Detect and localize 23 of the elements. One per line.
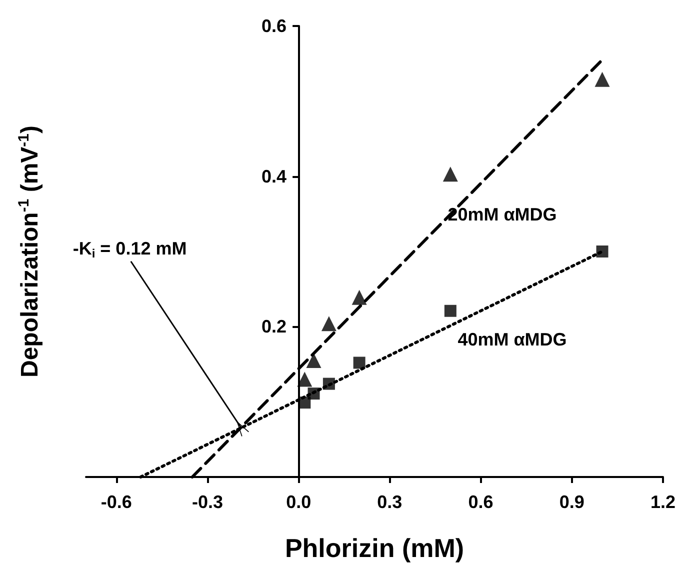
point [442,166,458,182]
point [444,304,456,317]
y-tick-label: 0.4 [262,166,287,186]
x-tick-label: -0.6 [100,492,132,512]
point [594,72,610,87]
x-tick-label: 0.9 [559,492,584,512]
x-tick-label: 1.2 [650,492,676,512]
series-label: 20mM αMDG [448,204,557,224]
y-tick-label: 0.2 [262,316,287,337]
x-tick-label: 0.0 [286,492,312,512]
point [353,356,366,369]
point [306,352,322,368]
series-label: 40mM αMDG [458,330,567,350]
point [297,372,312,387]
x-tick-label: 0.3 [377,492,402,512]
y-axis-title: Depolarization-1 (mV-1) [16,125,44,378]
point [321,316,336,332]
x-tick-label: -0.3 [192,492,223,512]
y-tick-label: 0.6 [262,16,287,36]
x-tick-label: 0.6 [468,492,494,512]
x-axis-title: Phlorizin (mM) [284,533,464,563]
point [596,246,608,258]
point [352,290,367,305]
